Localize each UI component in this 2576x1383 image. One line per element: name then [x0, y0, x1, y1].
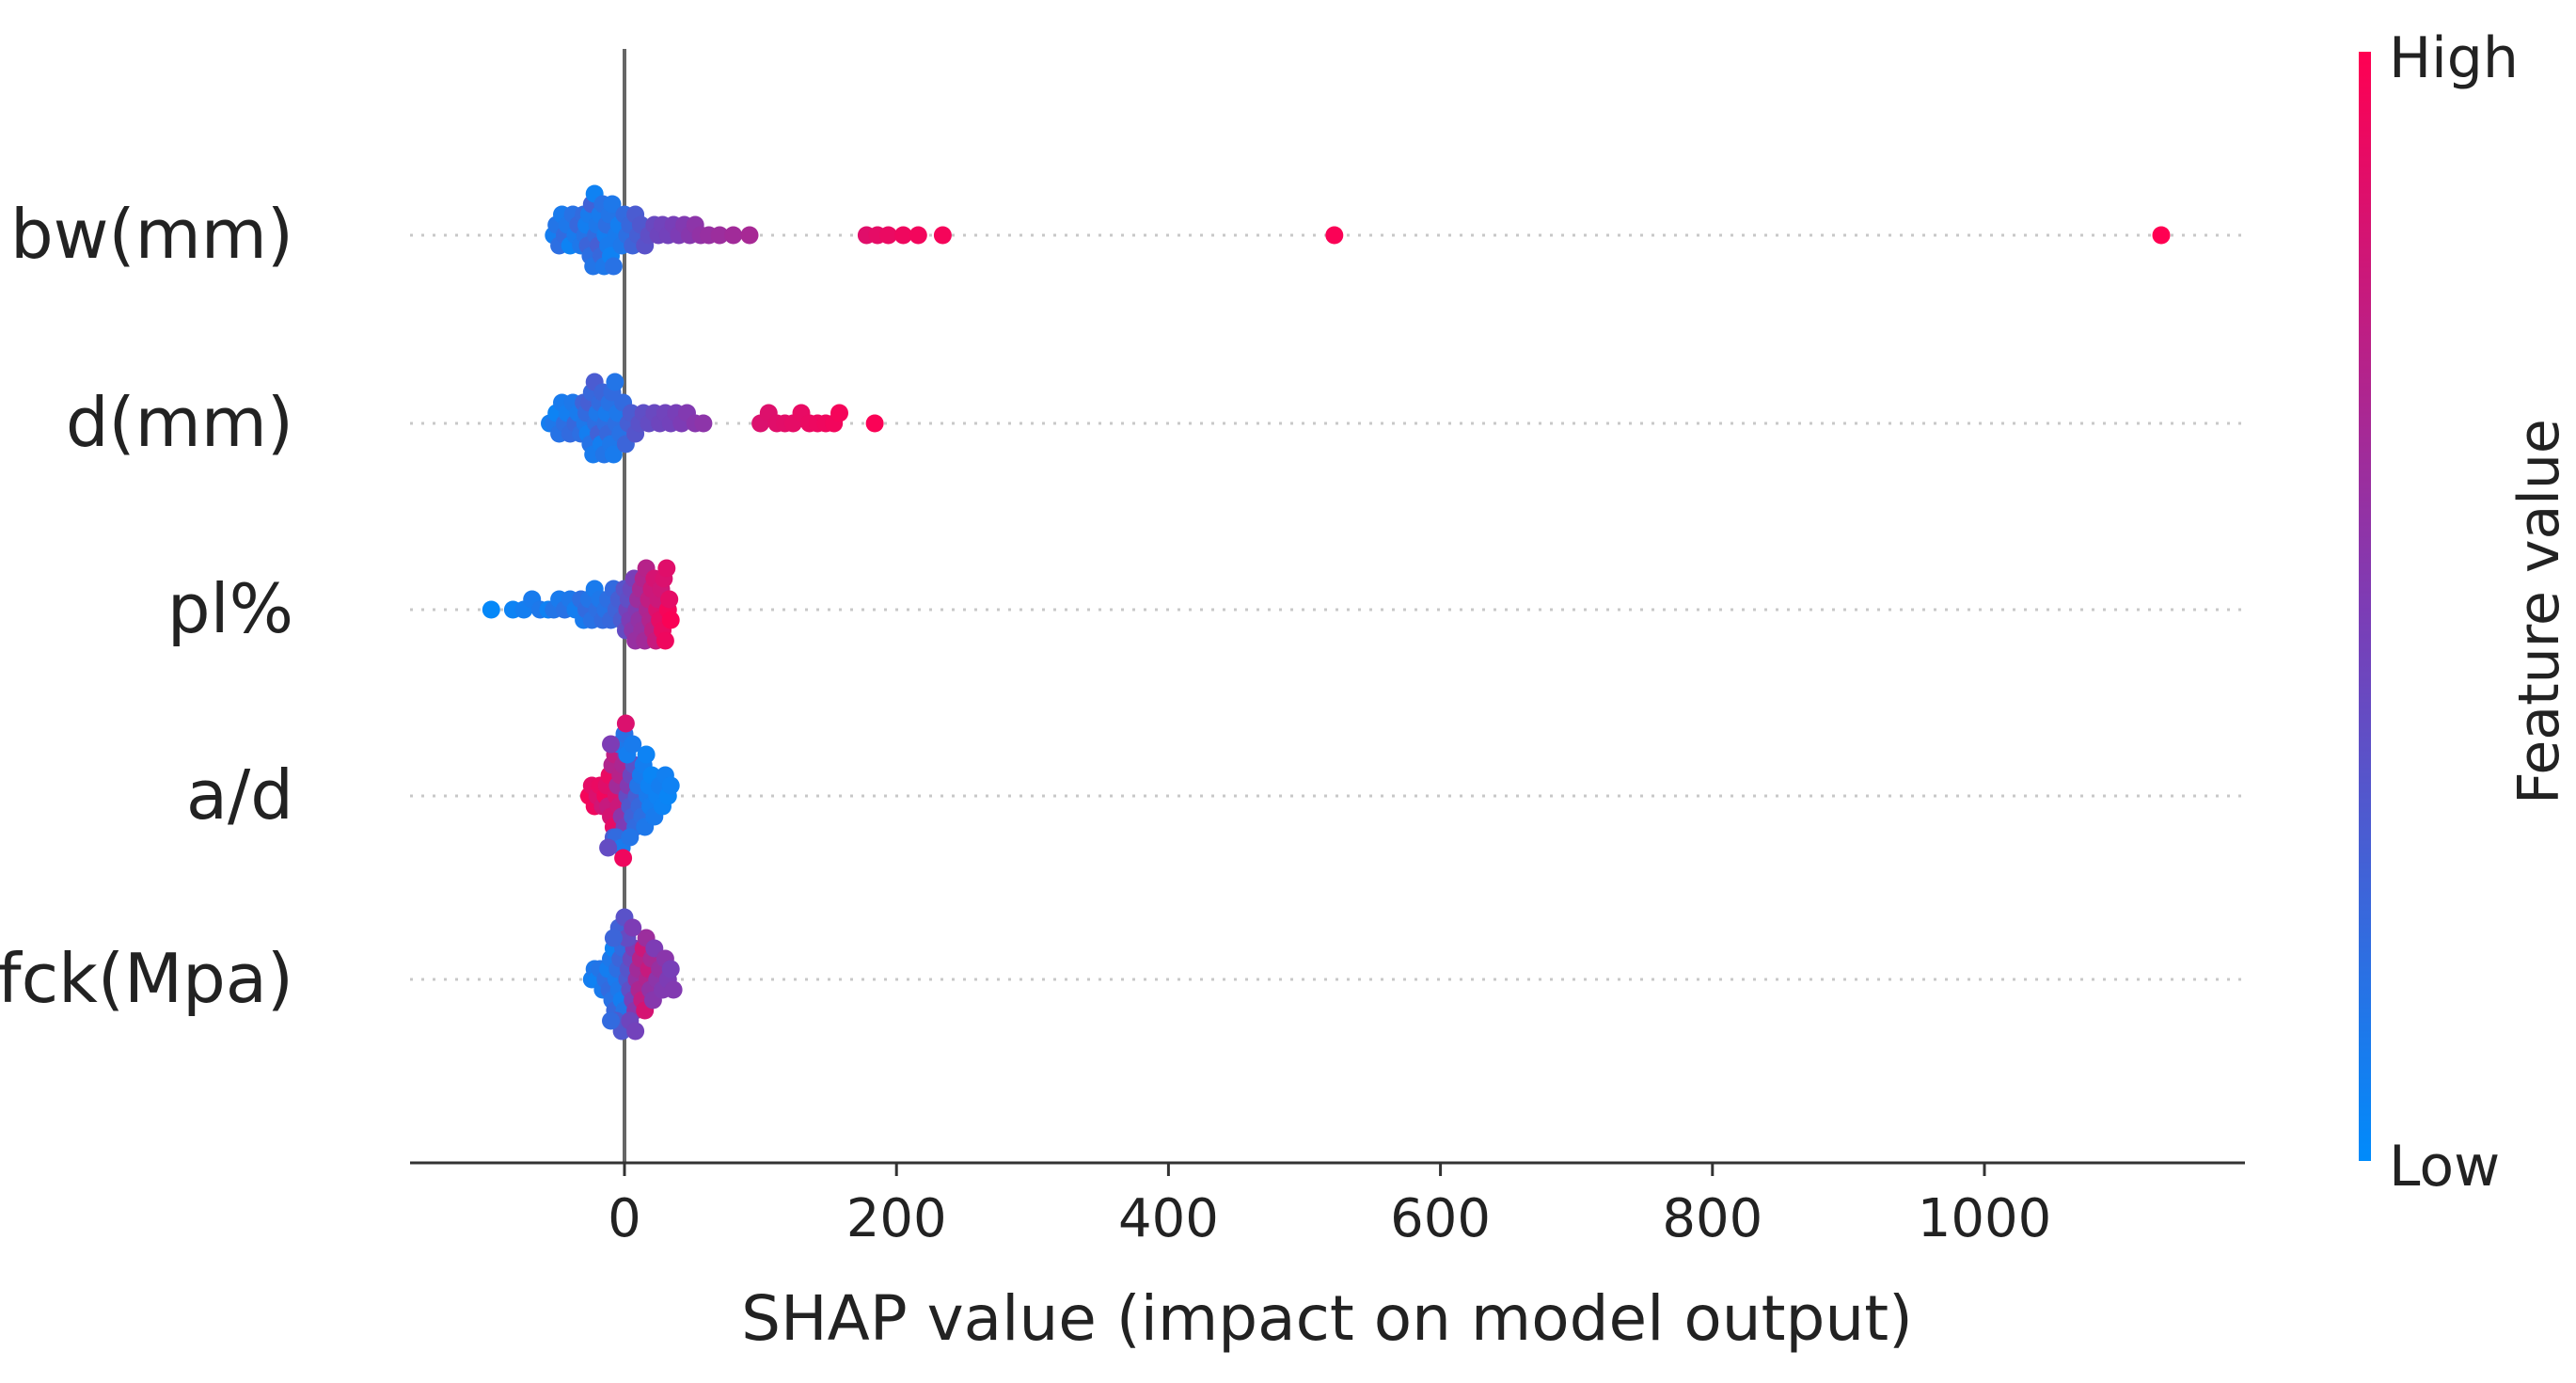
feature-label: fck(Mpa)	[0, 939, 293, 1018]
colorbar-high-label: High	[2389, 25, 2519, 91]
x-axis-title: SHAP value (impact on model output)	[741, 1282, 1913, 1355]
shap-point	[624, 918, 642, 937]
shap-point	[660, 590, 679, 609]
shap-point	[599, 838, 618, 857]
x-tick-label: 800	[1662, 1188, 1762, 1249]
shap-point	[909, 226, 927, 245]
shap-point	[661, 776, 680, 795]
shap-points	[482, 184, 2171, 1041]
x-tick-label: 0	[608, 1188, 641, 1249]
x-tick-label: 600	[1390, 1188, 1491, 1249]
shap-point	[626, 1022, 645, 1041]
shap-point	[621, 828, 640, 847]
shap-point	[865, 414, 884, 433]
shap-point	[606, 373, 624, 391]
shap-point	[710, 226, 729, 245]
shap-point	[604, 445, 623, 464]
x-tick-label: 200	[846, 1188, 947, 1249]
shap-point	[664, 980, 683, 999]
feature-labels: bw(mm) d(mm) pl% a/d fck(Mpa)	[0, 195, 293, 1018]
shap-point	[740, 226, 759, 245]
shap-point	[614, 849, 633, 867]
shap-point	[602, 735, 620, 754]
shap-point	[602, 1011, 620, 1030]
shap-point	[616, 714, 635, 733]
feature-label: bw(mm)	[10, 195, 293, 274]
shap-point	[661, 611, 680, 629]
shap-point	[604, 257, 623, 276]
shap-point	[830, 404, 848, 422]
feature-label: a/d	[186, 755, 293, 835]
shap-point	[2152, 226, 2171, 245]
shap-point	[933, 226, 952, 245]
feature-guide-lines	[410, 233, 2245, 981]
shap-point	[637, 745, 656, 764]
feature-label: pl%	[167, 569, 293, 648]
shap-point	[661, 960, 680, 978]
shap-point	[893, 226, 912, 245]
x-tick-label: 1000	[1918, 1188, 2052, 1249]
shap-point	[656, 631, 674, 650]
colorbar-title: Feature value	[2506, 419, 2572, 804]
shap-point	[694, 414, 713, 433]
shap-point	[879, 226, 897, 245]
x-axis-ticks: 0 200 400 600 800 1000	[608, 1163, 2051, 1249]
colorbar-low-label: Low	[2389, 1134, 2500, 1200]
shap-point	[482, 600, 500, 619]
x-tick-label: 400	[1118, 1188, 1219, 1249]
shap-point	[1325, 226, 1344, 245]
shap-point	[724, 226, 743, 245]
shap-point	[657, 559, 676, 578]
feature-label: d(mm)	[66, 383, 293, 462]
shap-point	[624, 735, 642, 754]
shap-point	[603, 195, 622, 214]
shap-point	[604, 929, 623, 947]
colorbar	[2359, 52, 2371, 1161]
